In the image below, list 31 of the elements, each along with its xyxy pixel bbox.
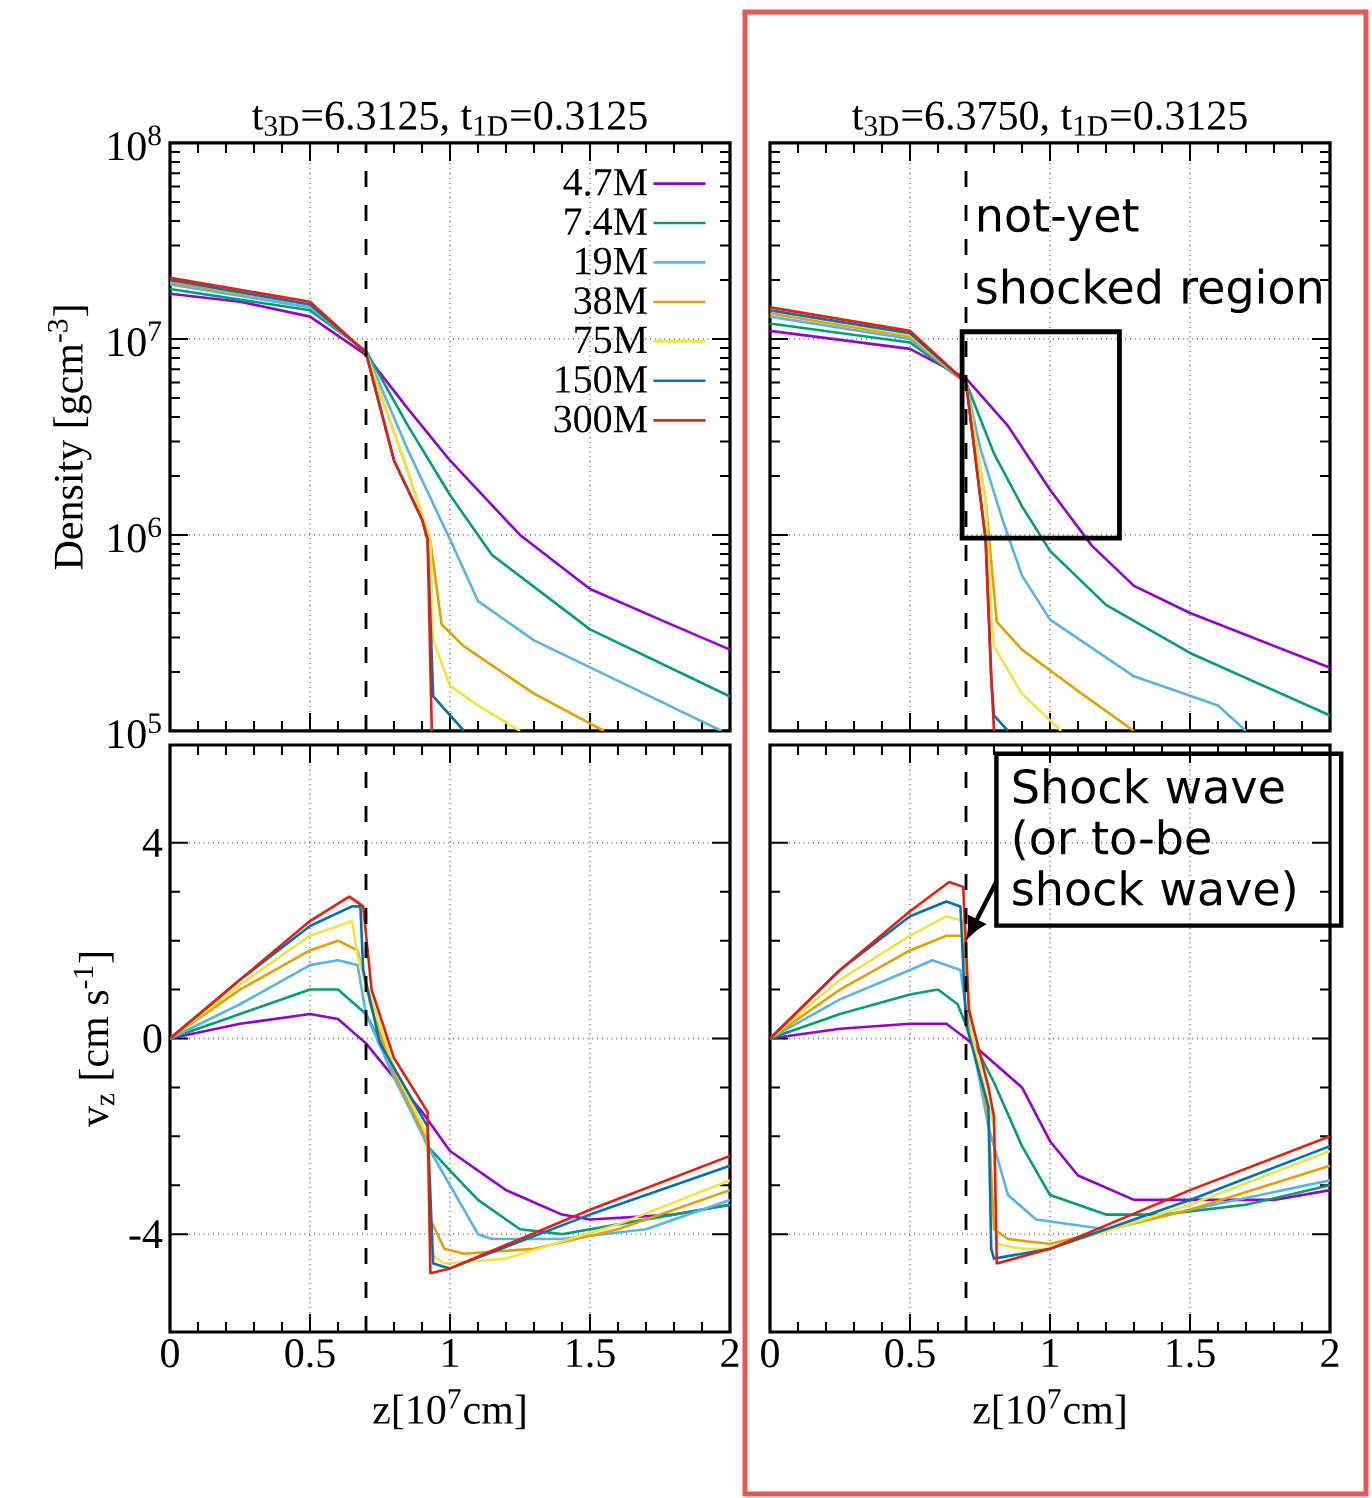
y-tick-label: 4 — [142, 829, 163, 857]
legend-label: 7.4M — [565, 208, 648, 236]
legend-label: 38M — [574, 287, 648, 315]
legend-label: 150M — [556, 365, 648, 393]
x-tick-label: 2 — [1321, 1339, 1339, 1367]
legend-label: 300M — [554, 405, 648, 433]
y-tick-label: 10$^{6}$ — [108, 517, 162, 553]
annotation: not-yet shocked region — [977, 199, 1321, 314]
x-tick-label: 0.5 — [285, 1339, 335, 1368]
x-tick-label: 1 — [443, 1339, 458, 1367]
y-axis-title: v$_{z}$ [cm s$^{-1}$] — [73, 953, 115, 1128]
legend-label: 19M — [576, 247, 648, 275]
chart-title: t$_{3D}$=6.3750, t$_{1D}$=0.3125 — [852, 101, 1247, 136]
y-tick-label: -4 — [129, 1220, 163, 1248]
y-axis-title: Density [gcm$^{-3}$] — [47, 306, 92, 570]
y-tick-label: 10$^{8}$ — [108, 125, 161, 161]
y-tick-label: 0 — [143, 1024, 162, 1053]
x-axis-title: z[10$^{7}$cm] — [373, 1389, 525, 1430]
legend-label: 75M — [575, 326, 648, 354]
y-tick-label: 10$^{7}$ — [108, 321, 162, 357]
x-tick-label: 1.5 — [567, 1339, 615, 1368]
x-tick-label: 2 — [721, 1339, 739, 1367]
chart-title: t$_{3D}$=6.3125, t$_{1D}$=0.3125 — [252, 101, 647, 136]
x-tick-label: 1.5 — [1167, 1339, 1215, 1368]
legend-label: 4.7M — [563, 169, 648, 196]
x-tick-label: 0.5 — [885, 1339, 935, 1368]
x-tick-label: 0 — [761, 1339, 779, 1368]
annotation: Shock wave (or to-be shock wave) — [1013, 768, 1295, 912]
y-tick-label: 10$^{5}$ — [108, 713, 161, 749]
x-tick-label: 1 — [1043, 1339, 1058, 1367]
x-axis-title: z[10$^{7}$cm] — [973, 1389, 1125, 1430]
